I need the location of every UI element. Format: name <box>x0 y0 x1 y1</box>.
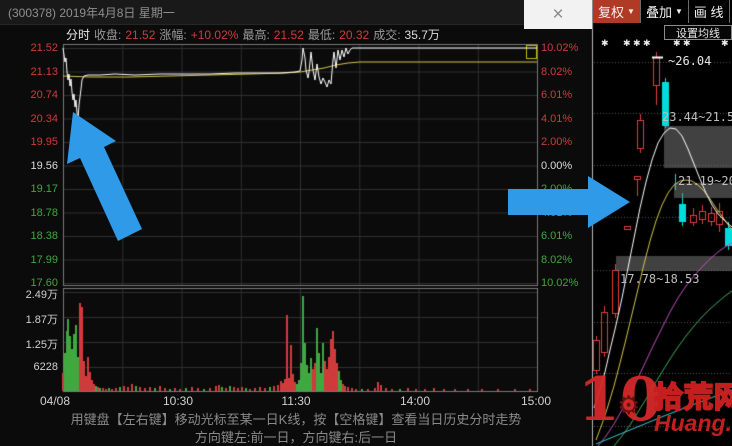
kline-price-label: ~26.04 <box>668 54 712 68</box>
price-tick: 21.52 <box>30 42 58 54</box>
volume-label: 成交: <box>373 28 401 42</box>
price-tick: 18.38 <box>30 230 58 242</box>
pct-tick: 2.00% <box>541 136 573 148</box>
price-tick: 17.99 <box>30 253 58 266</box>
low-value: 20.32 <box>339 27 370 42</box>
vol-tick: 1.25万 <box>25 339 58 351</box>
chevron-down-icon: ▼ <box>674 7 683 16</box>
intraday-info-bar: 分时 收盘: 21.52 涨幅: +10.02% 最高: 21.52 最低: 2… <box>0 25 592 44</box>
mode-label: 分时 <box>66 28 91 42</box>
low-label: 最低: <box>307 28 336 42</box>
kline-toolbar: 复权 ▼ 叠加 ▼ 画 线 <box>593 0 732 23</box>
star-icon: ✱ <box>623 38 631 48</box>
dialog-titlebar[interactable]: (300378) 2019年4月8日 星期一 <box>0 0 592 25</box>
time-tick: 10:30 <box>162 394 194 408</box>
watermark-name: 拾荒网 <box>653 381 732 415</box>
star-icon: ✱ <box>683 38 691 48</box>
pct-tick: 6.01% <box>541 89 573 101</box>
price-tick: 17.60 <box>30 277 58 289</box>
price-tick: 19.56 <box>30 159 58 172</box>
kline-gap-label: 21.19~20.20 <box>678 174 732 188</box>
star-icon: ✱ <box>633 38 641 48</box>
watermark-number: 10 <box>578 365 662 435</box>
help-text-line2: 方向键左:前一日，方向键右:后一日 <box>194 430 398 445</box>
overlay-label: 叠加 <box>645 5 672 20</box>
time-tick: 14:00 <box>399 394 431 408</box>
close-button[interactable]: × <box>524 0 592 29</box>
help-text-line1: 用键盘【左右键】移动光标至某一日K线，按【空格键】查看当日历史分时走势 <box>70 412 522 427</box>
vol-tick: 2.49万 <box>25 289 58 301</box>
pct-tick: 8.02% <box>541 253 573 266</box>
pct-tick: 10.02% <box>541 42 579 54</box>
price-tick: 20.74 <box>30 89 58 101</box>
chevron-down-icon: ▼ <box>627 7 635 16</box>
close-value: 21.52 <box>125 27 156 42</box>
time-tick: 11:30 <box>281 394 311 408</box>
high-label: 最高: <box>242 28 270 42</box>
high-value: 21.52 <box>273 27 304 42</box>
time-tick: 15:00 <box>520 394 552 408</box>
pct-tick: 4.01% <box>541 112 573 125</box>
time-tick: 04/08 <box>39 394 71 408</box>
close-label: 收盘: <box>94 28 122 42</box>
vol-tick: 6228 <box>33 361 58 373</box>
close-icon: × <box>552 4 564 25</box>
star-icon: ✱ <box>673 38 681 48</box>
draw-line-button[interactable]: 画 线 <box>689 0 730 23</box>
pct-tick: 8.02% <box>541 65 573 78</box>
star-icon: ✱ <box>721 38 729 48</box>
kline-gap-label: 17.78~18.53 <box>620 272 700 286</box>
gear-icon: ⚙ <box>617 390 641 420</box>
change-label: 涨幅: <box>159 28 187 42</box>
star-icon: ✱ <box>643 38 651 48</box>
volume-value: 35.7万 <box>404 28 440 42</box>
pct-tick: 10.02% <box>541 277 579 289</box>
change-value: +10.02% <box>190 27 239 42</box>
price-tick: 18.78 <box>30 206 58 219</box>
price-tick: 21.13 <box>30 65 58 78</box>
price-tick: 20.34 <box>30 112 58 125</box>
pct-tick: 6.01% <box>541 230 573 242</box>
fuquan-button[interactable]: 复权 ▼ <box>593 0 641 23</box>
price-tick: 19.95 <box>30 136 58 148</box>
draw-line-label: 画 线 <box>693 5 724 20</box>
dialog-title: (300378) 2019年4月8日 星期一 <box>8 6 175 20</box>
kline-gap-label: 23.44~21.52 <box>662 110 732 124</box>
watermark: 10 ⚙ 拾荒网 Huang.CN <box>578 368 732 446</box>
watermark-site: Huang.CN <box>654 410 732 436</box>
vol-tick: 1.87万 <box>25 314 58 326</box>
fuquan-label: 复权 <box>598 5 625 20</box>
overlay-button[interactable]: 叠加 ▼ <box>641 0 689 23</box>
pct-tick: 2.00% <box>541 183 573 195</box>
star-icon: ✱ <box>601 38 609 48</box>
pct-tick: 0.00% <box>541 159 573 172</box>
price-tick: 19.17 <box>30 183 58 195</box>
pct-tick: 4.01% <box>541 206 573 219</box>
